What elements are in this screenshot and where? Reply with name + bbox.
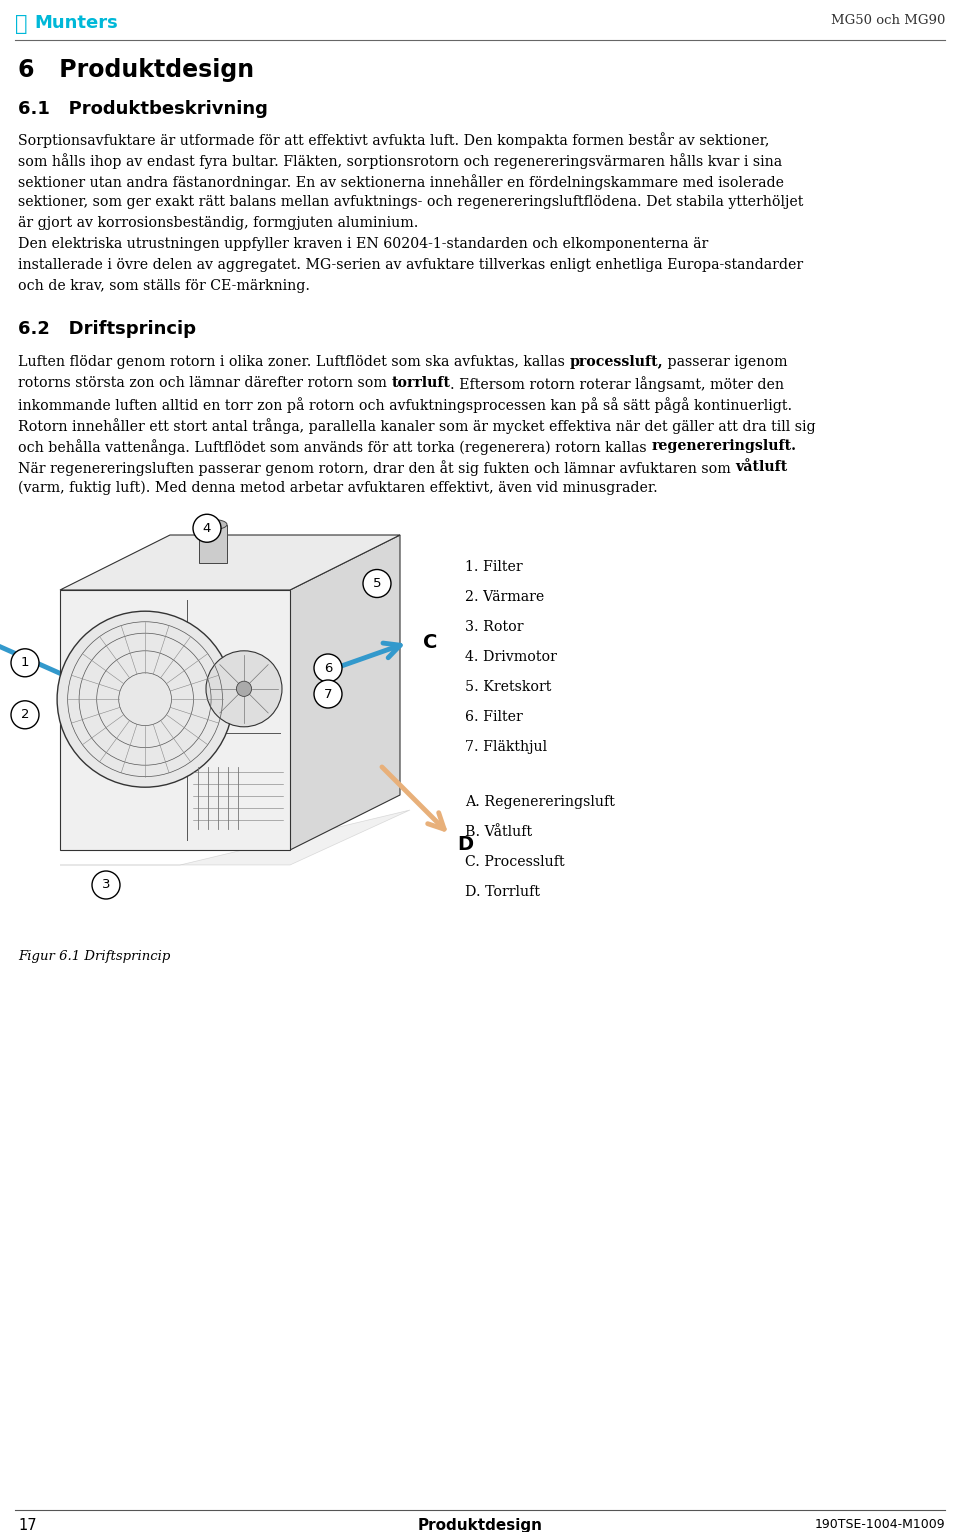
Circle shape [11,700,39,729]
Text: torrluft: torrluft [392,375,450,391]
Text: 1. Filter: 1. Filter [465,561,522,574]
Text: Rotorn innehåller ett stort antal trånga, parallella kanaler som är mycket effek: Rotorn innehåller ett stort antal trånga… [18,418,816,434]
Text: är gjort av korrosionsbeständig, formgjuten aluminium.: är gjort av korrosionsbeständig, formgju… [18,216,419,230]
Text: 6: 6 [324,662,332,674]
Text: Munters: Munters [34,14,118,32]
Text: 6.2   Driftsprincip: 6.2 Driftsprincip [18,320,196,339]
Text: 2. Värmare: 2. Värmare [465,590,544,604]
Text: 190TSE-1004-M1009: 190TSE-1004-M1009 [814,1518,945,1530]
Polygon shape [199,524,227,562]
Text: 7. Fläkthjul: 7. Fläkthjul [465,740,547,754]
Text: 1: 1 [21,656,29,669]
Text: 6. Filter: 6. Filter [465,709,523,725]
Text: B. Våtluft: B. Våtluft [465,826,532,840]
Text: installerade i övre delen av aggregatet. MG-serien av avfuktare tillverkas enlig: installerade i övre delen av aggregatet.… [18,257,804,273]
Text: som hålls ihop av endast fyra bultar. Fläkten, sorptionsrotorn och regenererings: som hålls ihop av endast fyra bultar. Fl… [18,153,782,169]
Text: Produktdesign: Produktdesign [418,1518,542,1532]
Text: 4. Drivmotor: 4. Drivmotor [465,650,557,663]
Text: rotorns största zon och lämnar därefter rotorn som: rotorns största zon och lämnar därefter … [18,375,392,391]
Text: 2: 2 [21,708,29,722]
Text: 6   Produktdesign: 6 Produktdesign [18,58,254,83]
Text: C. Processluft: C. Processluft [465,855,564,869]
Text: D. Torrluft: D. Torrluft [465,885,540,899]
Text: Luften flödar genom rotorn i olika zoner. Luftflödet som ska avfuktas, kallas: Luften flödar genom rotorn i olika zoner… [18,355,569,369]
Polygon shape [60,590,290,850]
Text: A. Regenereringsluft: A. Regenereringsluft [465,795,614,809]
Circle shape [363,570,391,597]
Text: 4: 4 [203,522,211,535]
Text: D: D [457,835,473,855]
Text: 5. Kretskort: 5. Kretskort [465,680,551,694]
Text: inkommande luften alltid en torr zon på rotorn och avfuktningsprocessen kan på s: inkommande luften alltid en torr zon på … [18,397,792,414]
Text: Figur 6.1 Driftsprincip: Figur 6.1 Driftsprincip [18,950,170,964]
Circle shape [92,872,120,899]
Text: och de krav, som ställs för CE-märkning.: och de krav, som ställs för CE-märkning. [18,279,310,293]
Circle shape [11,648,39,677]
Polygon shape [60,810,410,866]
Polygon shape [60,535,400,590]
Text: 3: 3 [102,878,110,892]
Text: 7: 7 [324,688,332,700]
Circle shape [193,515,221,542]
Text: regenereringsluft.: regenereringsluft. [651,440,796,453]
Text: passerar igenom: passerar igenom [663,355,787,369]
Text: MG50 och MG90: MG50 och MG90 [830,14,945,28]
Text: (varm, fuktig luft). Med denna metod arbetar avfuktaren effektivt, även vid minu: (varm, fuktig luft). Med denna metod arb… [18,481,658,495]
Circle shape [57,611,233,787]
Text: 5: 5 [372,578,381,590]
Text: våtluft: våtluft [735,460,787,473]
Text: processluft,: processluft, [569,355,663,369]
Text: 3. Rotor: 3. Rotor [465,620,523,634]
Text: . Eftersom rotorn roterar långsamt, möter den: . Eftersom rotorn roterar långsamt, möte… [450,375,784,392]
Circle shape [314,654,342,682]
Text: 6.1   Produktbeskrivning: 6.1 Produktbeskrivning [18,100,268,118]
Text: C: C [422,633,437,653]
Circle shape [206,651,282,726]
Text: När regenereringsluften passerar genom rotorn, drar den åt sig fukten och lämnar: När regenereringsluften passerar genom r… [18,460,735,476]
Text: 17: 17 [18,1518,36,1532]
Text: sektioner, som ger exakt rätt balans mellan avfuktnings- och regenereringsluftfl: sektioner, som ger exakt rätt balans mel… [18,195,804,208]
Circle shape [236,682,252,697]
Circle shape [314,680,342,708]
Text: Ⓜ: Ⓜ [15,14,28,34]
Text: sektioner utan andra fästanordningar. En av sektionerna innehåller en fördelning: sektioner utan andra fästanordningar. En… [18,175,784,190]
Ellipse shape [199,519,227,530]
Text: Sorptionsavfuktare är utformade för att effektivt avfukta luft. Den kompakta for: Sorptionsavfuktare är utformade för att … [18,132,769,149]
Polygon shape [290,535,400,850]
Text: Den elektriska utrustningen uppfyller kraven i EN 60204-1-standarden och elkompo: Den elektriska utrustningen uppfyller kr… [18,237,708,251]
Text: och behålla vattenånga. Luftflödet som används för att torka (regenerera) rotorn: och behålla vattenånga. Luftflödet som a… [18,440,651,455]
